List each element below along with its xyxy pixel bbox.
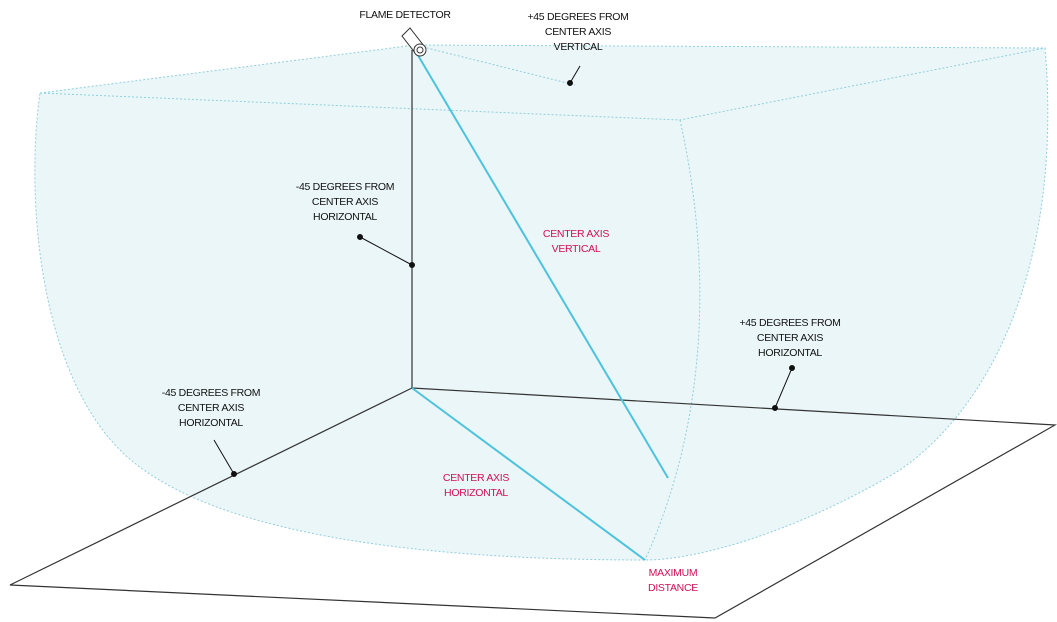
leaders — [213, 65, 795, 477]
label-line: HORIZONTAL — [444, 487, 508, 499]
label-line: -45 DEGREES FROM — [296, 181, 394, 193]
center-axis-vertical — [415, 51, 669, 479]
label-line: -45 DEGREES FROM — [162, 387, 260, 399]
label-line: CENTER AXIS — [178, 402, 244, 414]
label: CENTER AXIS HORIZONTAL — [443, 472, 509, 499]
volume-edge — [39, 44, 1046, 561]
label: MAXIMUM DISTANCE — [648, 567, 698, 594]
label: +45 DEGREES FROM CENTER AXIS VERTICAL — [527, 11, 628, 53]
label-line: CENTER AXIS — [545, 26, 611, 38]
label-line: CENTER AXIS — [443, 472, 509, 484]
label-line: VERTICAL — [552, 243, 601, 255]
label-line: DISTANCE — [648, 582, 698, 594]
label: +45 DEGREES FROM CENTER AXIS HORIZONTAL — [739, 317, 840, 359]
flame-detector — [401, 27, 427, 57]
label-line: CENTER AXIS — [543, 228, 609, 240]
label-line: MAXIMUM — [649, 567, 698, 579]
label: -45 DEGREES FROM CENTER AXIS HORIZONTAL — [296, 181, 394, 223]
label: CENTER AXIS VERTICAL — [543, 228, 609, 255]
label: -45 DEGREES FROM CENTER AXIS HORIZONTAL — [162, 387, 260, 429]
label-line: HORIZONTAL — [313, 211, 377, 223]
label-line: +45 DEGREES FROM — [739, 317, 840, 329]
label-line: FLAME DETECTOR — [359, 9, 451, 21]
center-axis-horizontal — [411, 387, 646, 561]
label-line: CENTER AXIS — [757, 332, 823, 344]
label-line: HORIZONTAL — [179, 417, 243, 429]
floor-plane — [9, 387, 1057, 619]
coverage-volume — [34, 44, 1049, 561]
label-line: CENTER AXIS — [312, 196, 378, 208]
label-line: +45 DEGREES FROM — [527, 11, 628, 23]
label-line: VERTICAL — [554, 41, 603, 53]
label: FLAME DETECTOR — [359, 9, 451, 21]
label-line: HORIZONTAL — [758, 347, 822, 359]
